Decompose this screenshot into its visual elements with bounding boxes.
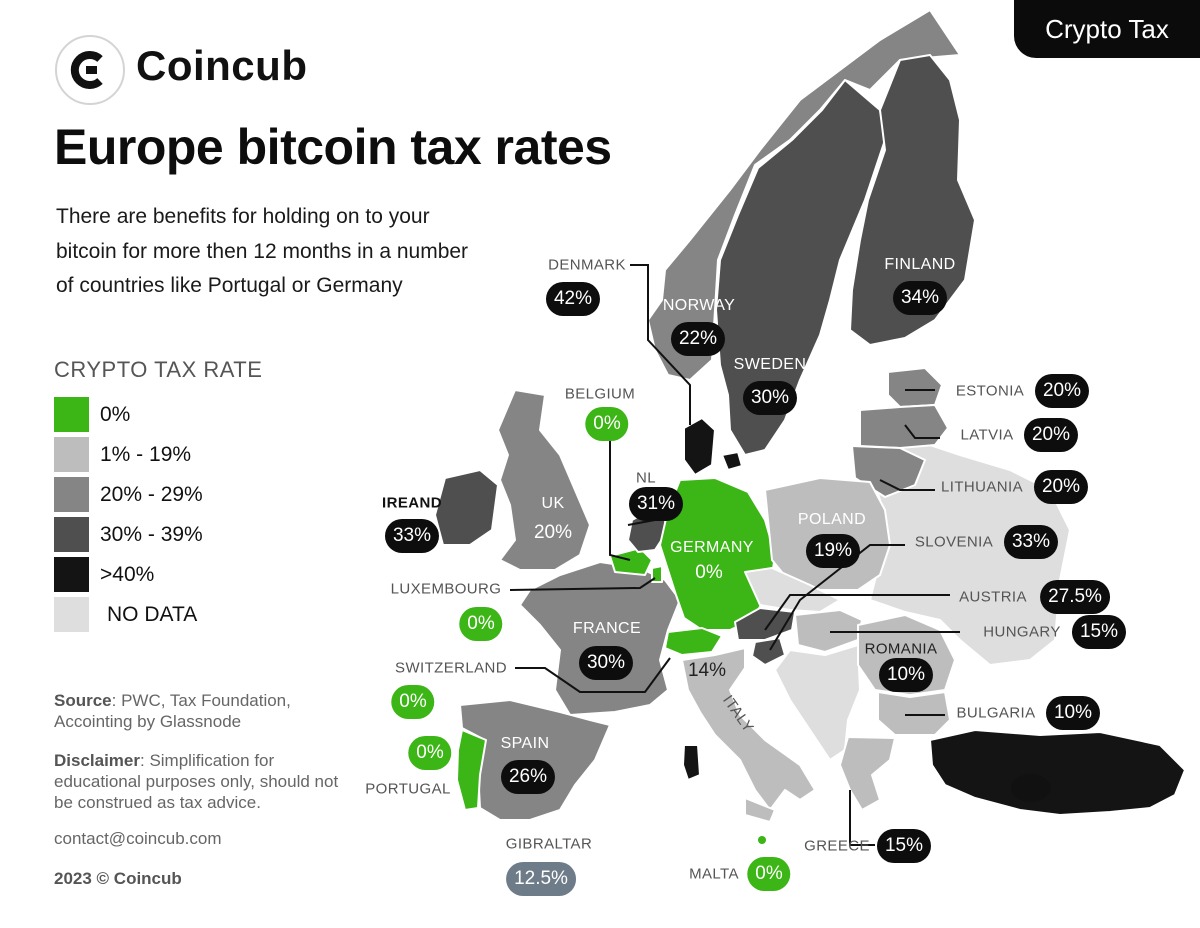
rate-bulgaria: 10% — [1045, 696, 1101, 730]
legend-title: CRYPTO TAX RATE — [54, 357, 263, 382]
description: There are benefits for holding on to you… — [56, 205, 469, 297]
denmark-islands — [721, 451, 743, 471]
slovenia-region — [751, 637, 786, 666]
label-romania: ROMANIA — [864, 640, 938, 658]
legend-label-no-data: NO DATA — [107, 603, 198, 626]
rate-italy: 14% — [687, 660, 727, 681]
source-note: Source: PWC, Tax Foundation, Accointing … — [54, 691, 291, 731]
greece-region — [839, 736, 896, 811]
italy-region — [681, 647, 816, 811]
label-uk: UK — [541, 495, 565, 512]
turkey-lake — [1011, 774, 1051, 802]
disclaimer-note: Disclaimer: Simplification for education… — [54, 751, 339, 812]
ireland-region — [434, 469, 499, 546]
legend-swatch-30-39 — [54, 517, 89, 552]
page-title: Europe bitcoin tax rates — [54, 119, 612, 175]
label-ireland: IREAND — [382, 494, 442, 512]
legend-label-1-19: 1% - 19% — [100, 443, 192, 466]
estonia-region — [887, 367, 943, 408]
label-sweden: SWEDEN — [733, 356, 807, 373]
rate-uk: 20% — [533, 522, 573, 543]
label-greece: GREECE — [804, 837, 870, 855]
coincub-logo-icon — [55, 35, 125, 105]
label-luxembourg: LUXEMBOURG — [390, 580, 502, 598]
rate-belgium: 0% — [585, 407, 629, 441]
sweden-region — [715, 79, 886, 456]
label-switzerland: SWITZERLAND — [395, 659, 507, 677]
rate-denmark: 42% — [545, 282, 601, 316]
central-no-data — [744, 567, 841, 613]
rate-luxembourg: 0% — [459, 607, 503, 641]
sardinia — [682, 744, 701, 781]
portugal-region — [456, 729, 487, 811]
label-slovenia: SLOVENIA — [914, 533, 994, 551]
crypto-tax-badge: Crypto Tax — [1014, 0, 1200, 58]
rate-gibraltar: 12.5% — [506, 862, 576, 896]
rate-latvia: 20% — [1023, 418, 1079, 452]
legend-swatch-no-data — [54, 597, 89, 632]
label-france: FRANCE — [572, 620, 642, 637]
legend-label-40-plus: >40% — [100, 563, 155, 586]
sicily — [744, 797, 776, 823]
label-belgium: BELGIUM — [564, 385, 636, 403]
brand-name: Coincub — [136, 42, 308, 89]
rate-poland: 19% — [805, 534, 861, 568]
label-hungary: HUNGARY — [983, 623, 1061, 641]
turkey-region — [929, 729, 1186, 816]
rate-spain: 26% — [500, 760, 556, 794]
label-lithuania: LITHUANIA — [941, 478, 1023, 496]
label-germany: GERMANY — [670, 539, 754, 556]
legend-label-0: 0% — [100, 403, 131, 426]
uk-region — [497, 389, 591, 571]
rate-norway: 22% — [670, 322, 726, 356]
label-latvia: LATVIA — [960, 426, 1014, 444]
label-finland: FINLAND — [884, 256, 956, 273]
rate-portugal: 0% — [408, 736, 452, 770]
label-malta: MALTA — [689, 865, 739, 883]
rate-ireland: 33% — [384, 519, 440, 553]
rate-france: 30% — [578, 646, 634, 680]
legend-label-30-39: 30% - 39% — [100, 523, 203, 546]
rate-estonia: 20% — [1034, 374, 1090, 408]
rate-germany: 0% — [695, 562, 723, 583]
rate-austria: 27.5% — [1040, 580, 1110, 614]
label-netherlands: NL — [636, 469, 656, 487]
latvia-region — [859, 404, 949, 449]
rate-lithuania: 20% — [1033, 470, 1089, 504]
denmark-region — [683, 417, 716, 476]
germany-region — [659, 477, 776, 631]
label-norway: NORWAY — [662, 297, 736, 314]
rate-switzerland: 0% — [391, 685, 435, 719]
switzerland-region — [664, 627, 723, 656]
finland-region — [849, 54, 976, 346]
legend-swatch-1-19 — [54, 437, 89, 472]
rate-romania: 10% — [878, 658, 934, 692]
label-bulgaria: BULGARIA — [956, 704, 1036, 722]
legend-swatch-20-29 — [54, 477, 89, 512]
bulgaria-region — [877, 691, 951, 736]
label-austria: AUSTRIA — [959, 588, 1027, 606]
rate-sweden: 30% — [742, 381, 798, 415]
malta-region — [758, 836, 766, 844]
label-spain: SPAIN — [500, 735, 550, 752]
legend-swatch-0 — [54, 397, 89, 432]
rate-malta: 0% — [747, 857, 791, 891]
rate-hungary: 15% — [1071, 615, 1127, 649]
legend-swatch-40-plus — [54, 557, 89, 592]
label-estonia: ESTONIA — [955, 382, 1025, 400]
rate-greece: 15% — [876, 829, 932, 863]
label-gibraltar: GIBRALTAR — [505, 835, 593, 853]
contact-email[interactable]: contact@coincub.com — [54, 829, 222, 848]
copyright: 2023 © Coincub — [54, 869, 182, 888]
legend-label-20-29: 20% - 29% — [100, 483, 203, 506]
rate-slovenia: 33% — [1003, 525, 1059, 559]
label-denmark: DENMARK — [548, 256, 626, 274]
label-poland: POLAND — [797, 511, 867, 528]
label-portugal: PORTUGAL — [365, 780, 451, 798]
rate-netherlands: 31% — [628, 487, 684, 521]
rate-finland: 34% — [892, 281, 948, 315]
